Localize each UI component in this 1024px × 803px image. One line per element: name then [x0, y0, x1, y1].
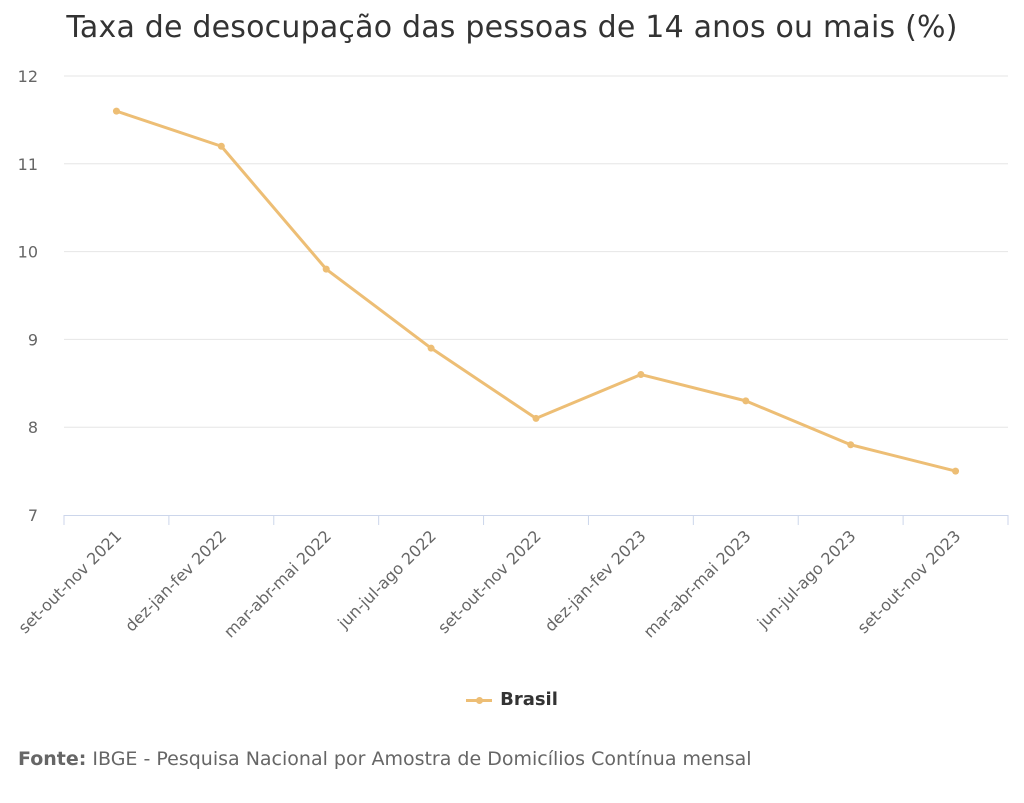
y-tick-label: 8: [28, 418, 38, 437]
data-point[interactable]: [847, 441, 855, 449]
y-tick-label: 11: [18, 155, 38, 174]
source-text: IBGE - Pesquisa Nacional por Amostra de …: [92, 748, 752, 770]
legend-line-marker-icon: [466, 694, 493, 706]
data-point[interactable]: [112, 107, 120, 115]
x-tick-label: mar-abr-mai 2023: [640, 526, 755, 641]
x-tick-label: jun-jul-ago 2023: [753, 526, 860, 633]
y-tick-label: 9: [28, 330, 38, 349]
grid-lines: [64, 75, 1008, 428]
data-point[interactable]: [322, 265, 330, 273]
x-tick-label: mar-abr-mai 2022: [220, 526, 335, 641]
chart-title: Taxa de desocupação das pessoas de 14 an…: [66, 10, 958, 45]
legend-item-brasil[interactable]: Brasil: [466, 689, 558, 710]
data-point[interactable]: [952, 467, 960, 475]
x-tick-label: dez-jan-fev 2023: [541, 526, 650, 635]
x-axis: [63, 515, 1009, 525]
x-tick-label: dez-jan-fev 2022: [121, 526, 230, 635]
source-label: Fonte:: [18, 748, 87, 770]
data-point[interactable]: [637, 371, 645, 379]
x-tick-label: set-out-nov 2022: [434, 526, 545, 637]
data-point[interactable]: [217, 142, 225, 150]
y-tick-label: 7: [28, 506, 38, 525]
x-tick-label: set-out-nov 2023: [854, 526, 965, 637]
y-axis-ticks: 7 8 9 10 11 12: [18, 67, 38, 525]
data-point[interactable]: [427, 344, 435, 352]
series-brasil[interactable]: [112, 107, 960, 475]
y-tick-label: 10: [18, 243, 38, 262]
data-point[interactable]: [742, 397, 750, 405]
legend-label: Brasil: [500, 689, 558, 710]
x-tick-label: jun-jul-ago 2022: [333, 526, 440, 633]
y-tick-label: 12: [18, 67, 38, 86]
data-point[interactable]: [532, 414, 540, 422]
x-tick-label: set-out-nov 2021: [14, 526, 125, 637]
source-note: Fonte: IBGE - Pesquisa Nacional por Amos…: [18, 748, 752, 770]
legend: Brasil: [0, 689, 1024, 710]
